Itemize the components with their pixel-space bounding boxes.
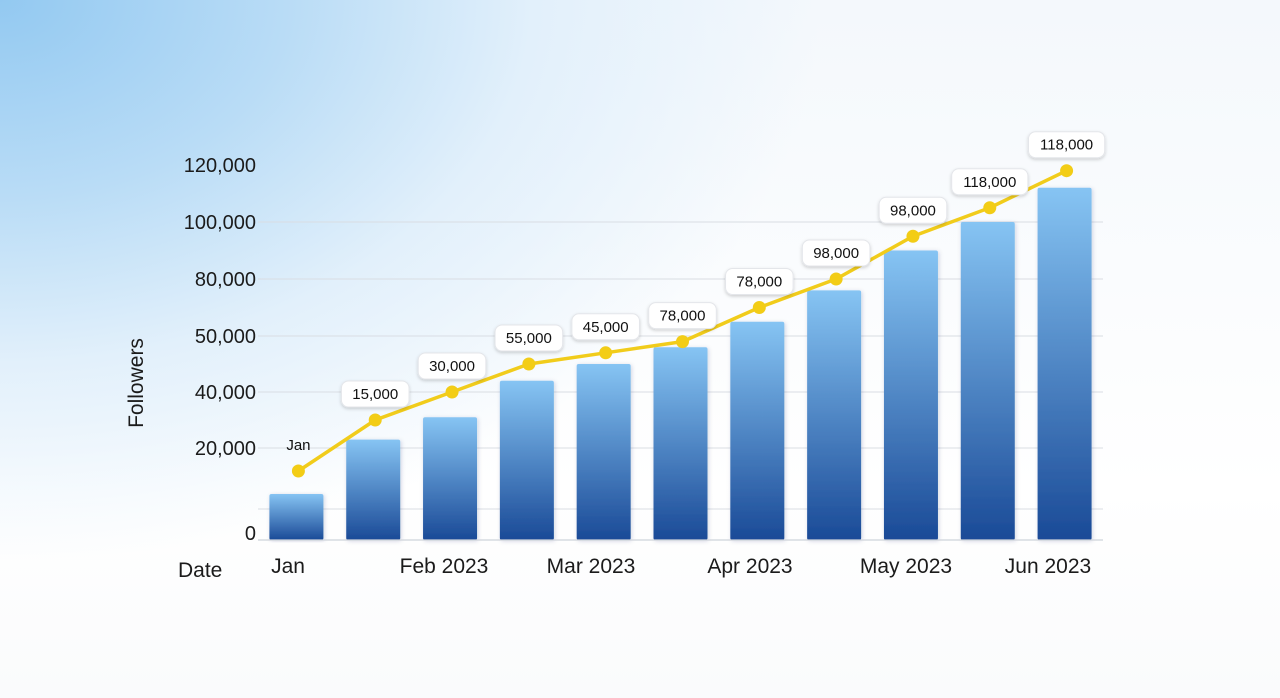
x-tick-label: Mar 2023 <box>547 555 636 578</box>
trend-point <box>522 357 536 371</box>
point-label: 45,000 <box>571 313 640 341</box>
point-label-text: 118,000 <box>1040 137 1093 154</box>
point-label: 118,000 <box>951 168 1029 196</box>
point-label: 78,000 <box>725 268 794 295</box>
point-label-text: 98,000 <box>813 245 859 262</box>
y-axis-ticks: 0 20,000 40,000 50,000 80,000 100,000 120,000 <box>184 155 256 545</box>
x-tick-label: Apr 2023 <box>707 555 792 578</box>
point-label: 55,000 <box>494 324 564 352</box>
x-tick-label: Jun 2023 <box>1005 555 1091 578</box>
point-label-pill <box>951 168 1029 196</box>
trend-point <box>1060 164 1074 178</box>
y-tick-label: 80,000 <box>195 269 256 291</box>
trend-point <box>291 464 305 478</box>
point-label-pill <box>571 313 640 341</box>
trend-point <box>368 413 382 427</box>
point-label: 30,000 <box>417 352 487 380</box>
y-tick-label: 40,000 <box>195 382 256 404</box>
trend-point <box>752 301 766 314</box>
trend-point <box>983 201 997 215</box>
point-label-pill <box>494 324 564 352</box>
y-tick-label: 100,000 <box>184 212 256 234</box>
x-tick-label: Jan <box>271 555 305 578</box>
y-tick-label: 20,000 <box>195 438 256 460</box>
point-label-text: 98,000 <box>890 202 936 219</box>
point-label-pill <box>801 239 871 267</box>
bar <box>730 321 785 540</box>
bar <box>883 250 938 540</box>
point-label: 98,000 <box>801 239 871 267</box>
point-label-text: 15,000 <box>352 386 398 403</box>
point-label-text: 78,000 <box>660 308 706 325</box>
bar-series <box>269 187 1092 541</box>
trend-point <box>445 385 459 399</box>
y-tick-label: 50,000 <box>195 326 256 348</box>
point-label: 78,000 <box>648 302 717 330</box>
y-axis-title: Followers <box>125 338 148 428</box>
point-label-text: 118,000 <box>963 174 1016 191</box>
bar <box>499 380 554 540</box>
y-tick-label: 120,000 <box>184 155 256 177</box>
point-label-text: 55,000 <box>506 330 552 347</box>
point-label-text: 45,000 <box>583 319 629 336</box>
trend-point <box>906 229 920 243</box>
bar <box>346 439 401 540</box>
trend-point <box>599 346 613 360</box>
point-label-pill <box>417 352 487 380</box>
bar <box>960 222 1015 540</box>
point-label-pill <box>878 196 948 224</box>
bar <box>269 494 324 540</box>
point-label: 98,000 <box>878 196 948 224</box>
x-axis-ticks: Jan Feb 2023 Mar 2023 Apr 2023 May 2023 Jun 2… <box>271 555 1091 578</box>
point-label-text: 30,000 <box>429 358 475 375</box>
point-label-text: 78,000 <box>736 274 782 291</box>
bar <box>423 417 478 540</box>
x-tick-label: Feb 2023 <box>400 555 489 578</box>
point-label: Jan <box>286 437 310 454</box>
x-tick-label: May 2023 <box>860 555 952 578</box>
point-label-pill <box>1027 131 1106 159</box>
trend-line-series <box>291 164 1074 478</box>
point-label: 15,000 <box>340 380 410 408</box>
bar <box>653 347 708 540</box>
bar <box>1037 187 1092 541</box>
bar <box>807 290 862 540</box>
point-label-pill <box>725 268 794 295</box>
point-label-pill <box>340 380 410 408</box>
trend-point <box>676 335 689 349</box>
y-tick-label: 0 <box>245 523 256 545</box>
point-label: 118,000 <box>1027 131 1106 159</box>
point-labels: Jan 15,000 30,000 55,000 45,000 78,000 78,000 9… <box>286 131 1106 454</box>
trend-point <box>829 272 843 286</box>
point-label-text: Jan <box>286 437 310 454</box>
x-axis-title: Date <box>178 559 222 582</box>
bar <box>576 364 631 540</box>
point-label-pill <box>648 302 717 330</box>
